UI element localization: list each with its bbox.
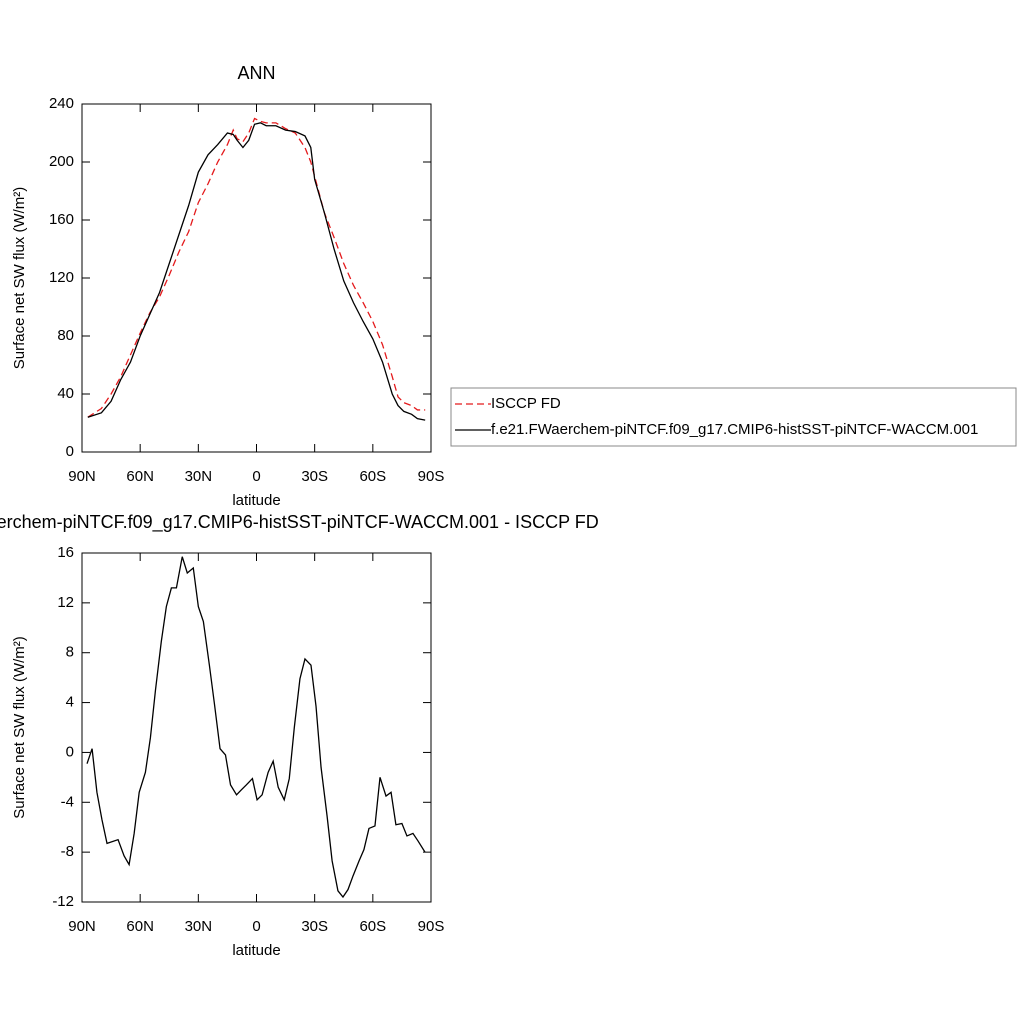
- x-tick-label: 30S: [301, 468, 328, 485]
- x-axis-label: latitude: [232, 942, 280, 959]
- y-tick-label: -12: [52, 893, 74, 910]
- x-tick-label: 60N: [126, 918, 154, 935]
- chart-title: ANN: [237, 63, 275, 83]
- x-tick-label: 0: [252, 918, 260, 935]
- y-tick-label: 8: [66, 644, 74, 661]
- data-line: [87, 117, 426, 418]
- x-tick-label: 90N: [68, 468, 96, 485]
- data-line: [86, 556, 426, 899]
- y-tick-label: 16: [57, 544, 74, 561]
- plot-frame: [81, 103, 432, 453]
- y-tick-label: 160: [49, 211, 74, 228]
- x-tick-label: 90N: [68, 918, 96, 935]
- x-tick-label: 90S: [418, 918, 445, 935]
- y-tick-label: 120: [49, 269, 74, 286]
- x-tick-label: 0: [252, 468, 260, 485]
- legend-label: ISCCP FD: [491, 395, 561, 412]
- x-tick-label: 60S: [359, 468, 386, 485]
- x-tick-label: 30S: [301, 918, 328, 935]
- y-tick-label: 0: [66, 443, 74, 460]
- y-tick-label: -8: [61, 843, 74, 860]
- legend-label: f.e21.FWaerchem-piNTCF.f09_g17.CMIP6-his…: [491, 421, 978, 438]
- data-line: [87, 122, 426, 421]
- y-tick-label: -4: [61, 793, 74, 810]
- y-axis-label: Surface net SW flux (W/m²): [11, 636, 28, 819]
- y-tick-label: 12: [57, 594, 74, 611]
- x-tick-label: 30N: [185, 468, 213, 485]
- x-tick-label: 60N: [126, 468, 154, 485]
- chart-title: f.e21.FWaerchem-piNTCF.f09_g17.CMIP6-his…: [0, 512, 599, 533]
- x-tick-label: 90S: [418, 468, 445, 485]
- plot-frame: [81, 552, 432, 903]
- y-tick-label: 240: [49, 95, 74, 112]
- legend-box: [450, 387, 1017, 447]
- y-axis-label: Surface net SW flux (W/m²): [11, 187, 28, 370]
- y-tick-label: 80: [57, 327, 74, 344]
- y-tick-label: 200: [49, 153, 74, 170]
- x-axis-label: latitude: [232, 492, 280, 509]
- x-tick-label: 60S: [359, 918, 386, 935]
- y-tick-label: 4: [66, 694, 74, 711]
- y-tick-label: 0: [66, 743, 74, 760]
- y-tick-label: 40: [57, 385, 74, 402]
- x-tick-label: 30N: [185, 918, 213, 935]
